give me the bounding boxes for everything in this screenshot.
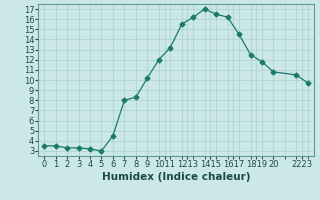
X-axis label: Humidex (Indice chaleur): Humidex (Indice chaleur) [102,172,250,182]
